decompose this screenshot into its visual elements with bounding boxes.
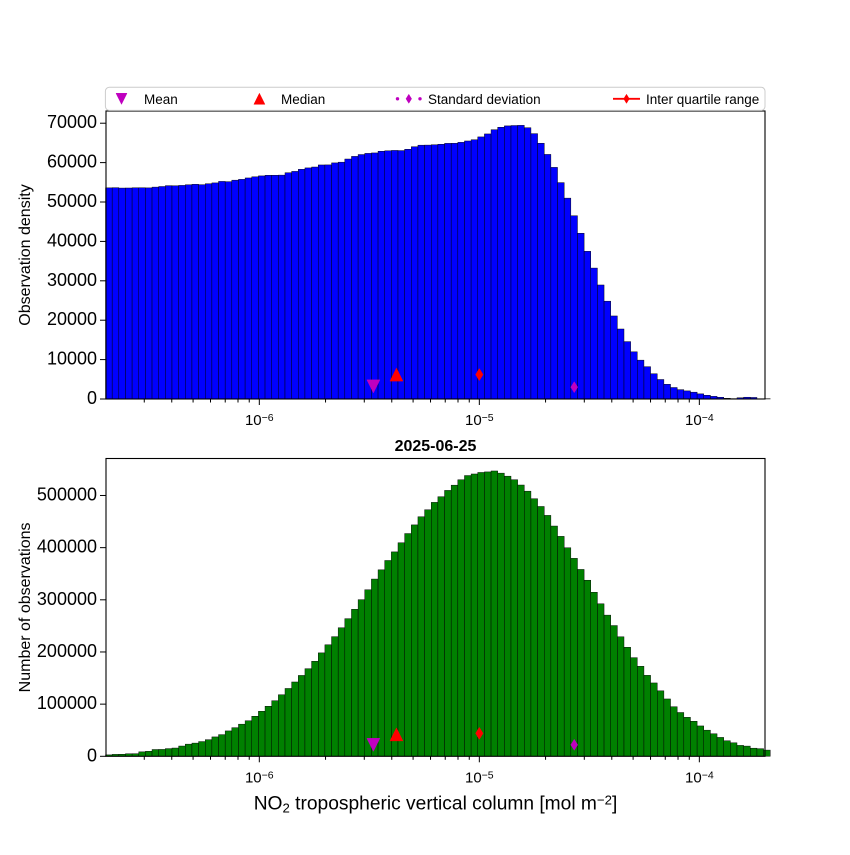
svg-text:70000: 70000: [47, 112, 97, 132]
svg-text:10−5: 10−5: [465, 769, 494, 786]
svg-text:10−4: 10−4: [685, 769, 714, 786]
svg-text:Median: Median: [281, 92, 325, 107]
svg-text:Observation density: Observation density: [17, 184, 34, 325]
svg-text:100000: 100000: [37, 693, 97, 713]
svg-text:300000: 300000: [37, 589, 97, 609]
svg-text:60000: 60000: [47, 152, 97, 172]
svg-text:10−6: 10−6: [245, 769, 274, 786]
svg-text:Inter quartile range: Inter quartile range: [646, 92, 759, 107]
svg-text:Mean: Mean: [144, 92, 178, 107]
svg-text:Standard deviation: Standard deviation: [428, 92, 541, 107]
svg-text:50000: 50000: [47, 191, 97, 211]
svg-text:400000: 400000: [37, 537, 97, 557]
svg-text:10000: 10000: [47, 349, 97, 369]
svg-text:200000: 200000: [37, 641, 97, 661]
svg-text:40000: 40000: [47, 230, 97, 250]
svg-text:2025-06-25: 2025-06-25: [395, 438, 477, 455]
svg-text:NO2 tropospheric vertical colu: NO2 tropospheric vertical column [mol m−…: [254, 793, 618, 816]
svg-text:0: 0: [87, 388, 97, 408]
svg-text:Number of observations: Number of observations: [17, 522, 34, 692]
svg-text:10−5: 10−5: [465, 412, 494, 429]
svg-text:0: 0: [87, 745, 97, 765]
svg-text:10−4: 10−4: [685, 412, 714, 429]
svg-text:20000: 20000: [47, 309, 97, 329]
svg-text:30000: 30000: [47, 270, 97, 290]
svg-text:10−6: 10−6: [245, 412, 274, 429]
svg-text:500000: 500000: [37, 484, 97, 504]
